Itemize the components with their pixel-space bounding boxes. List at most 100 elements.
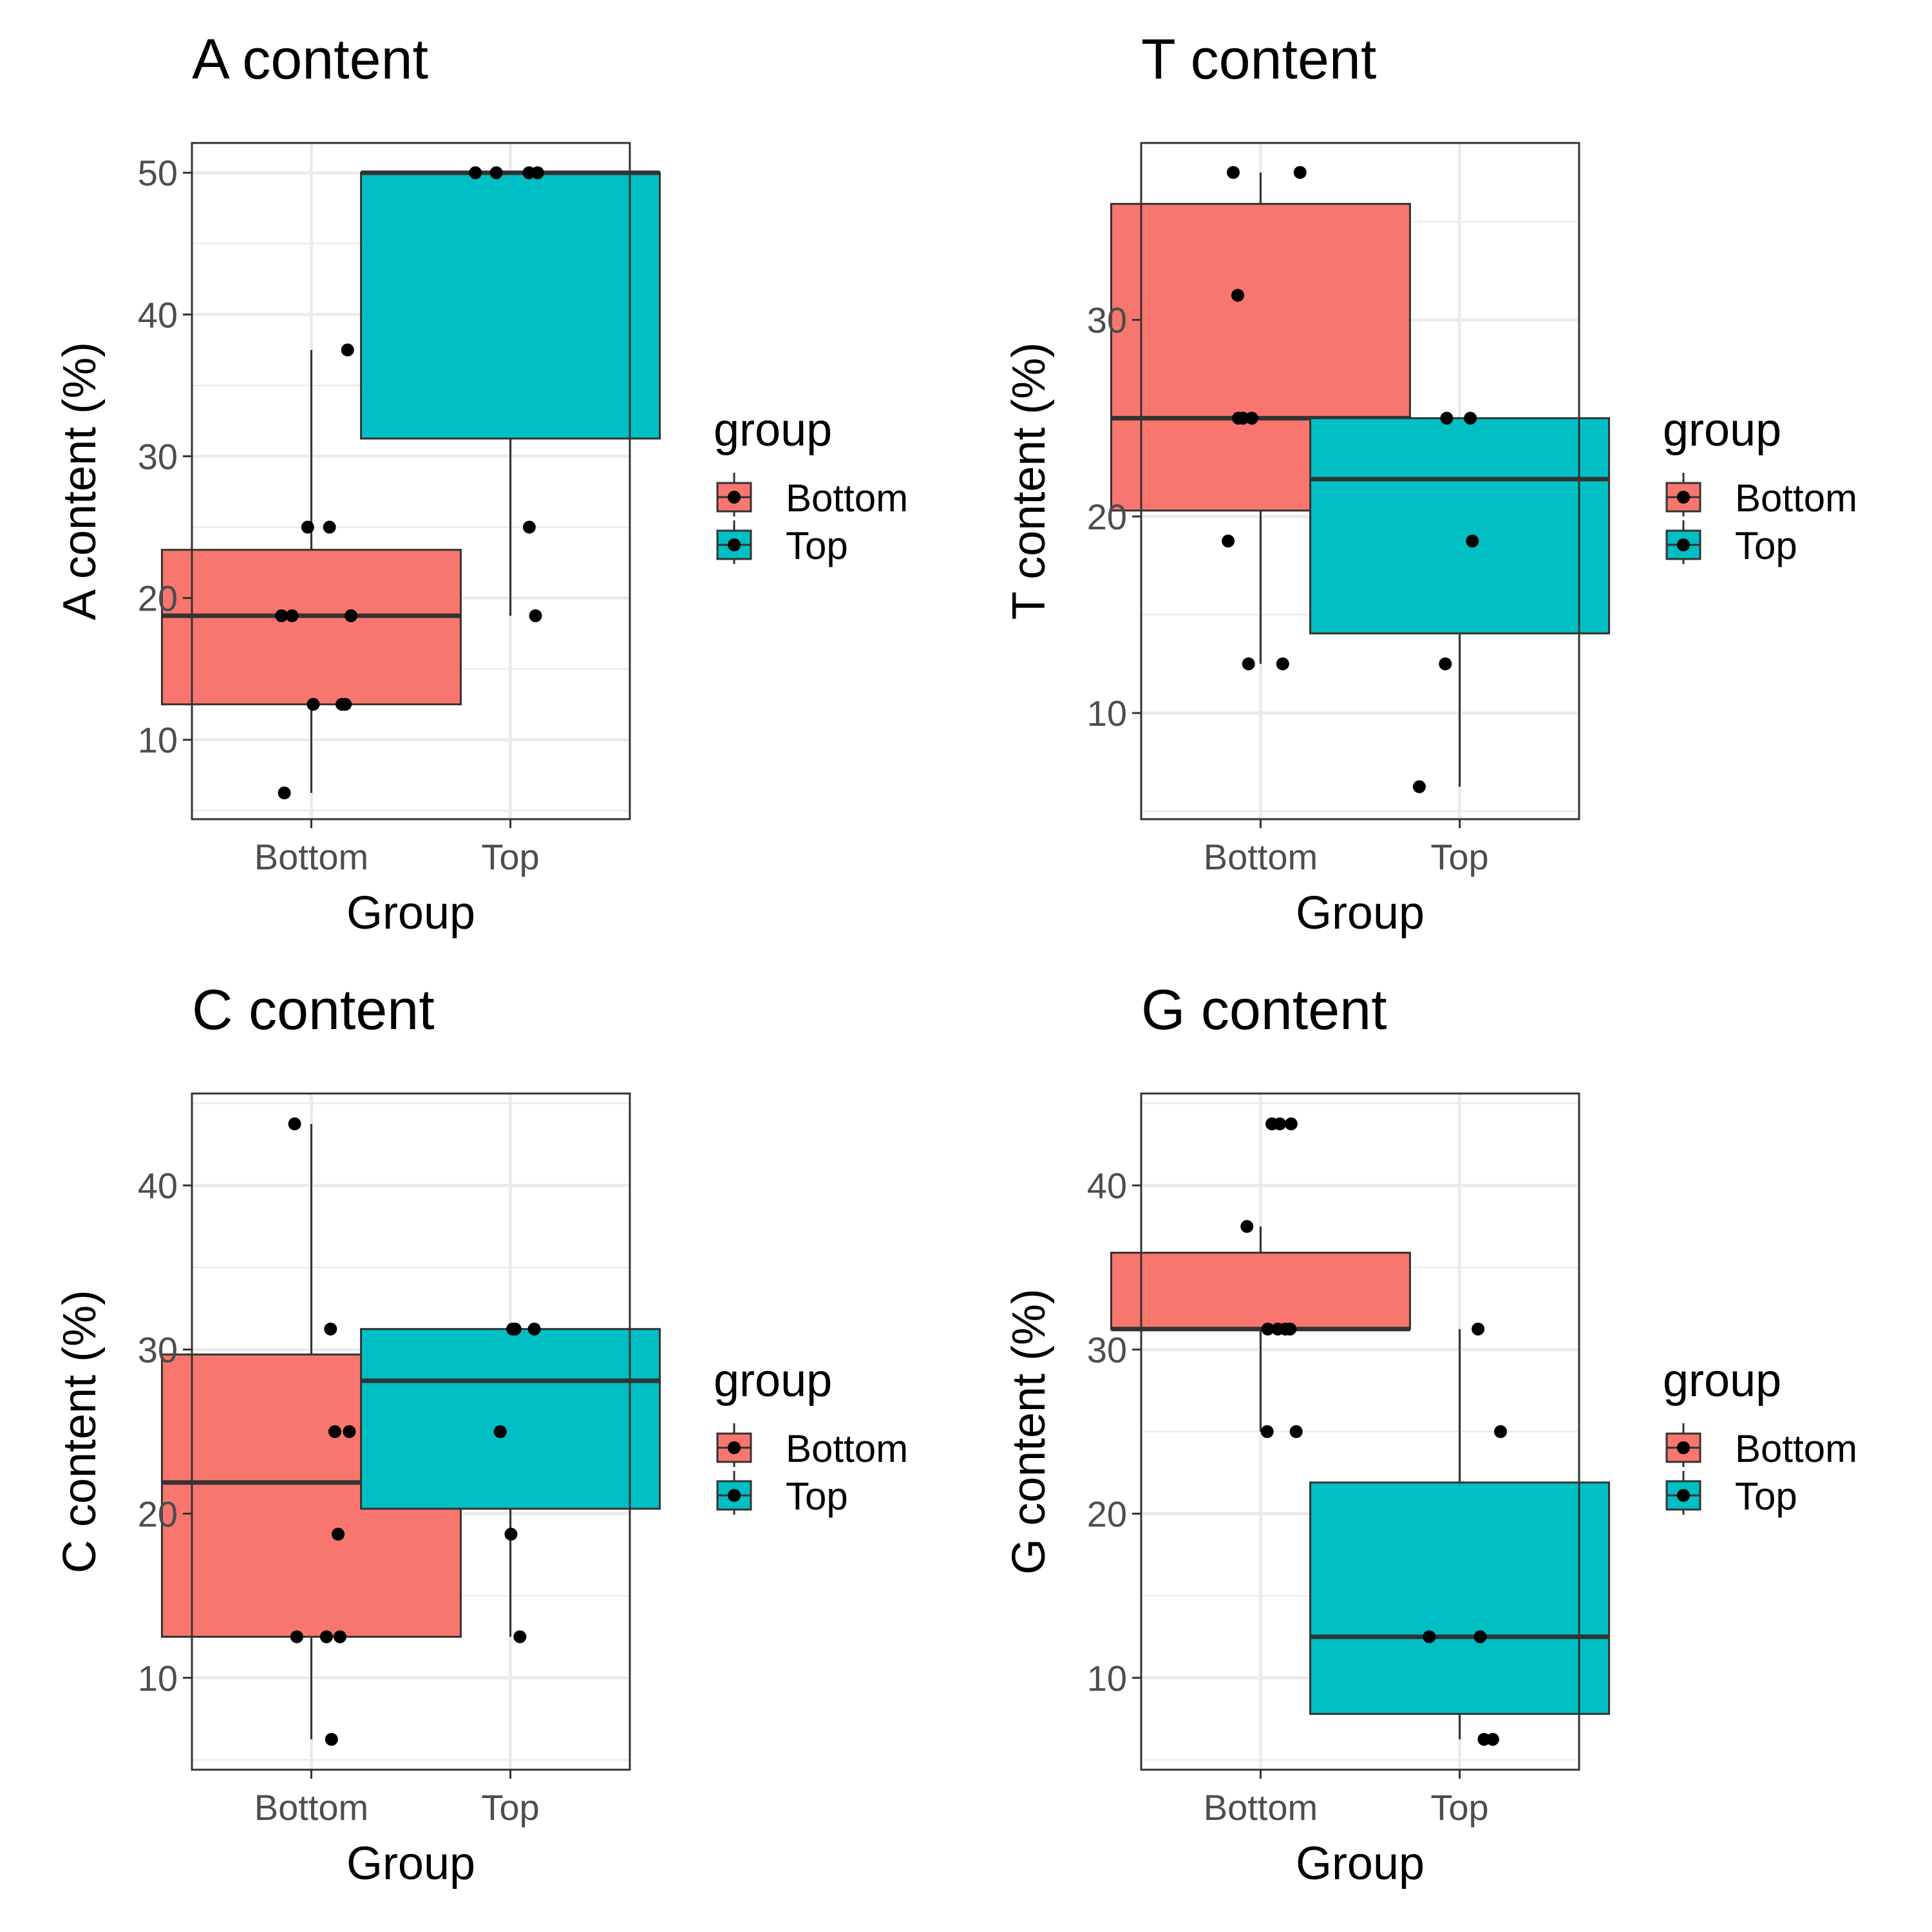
data-point <box>1293 166 1307 179</box>
box-top <box>1309 417 1611 635</box>
x-axis-title: Group <box>346 887 475 939</box>
legend-title: group <box>714 404 832 456</box>
y-axis-title: T content (%) <box>1003 343 1055 620</box>
data-point <box>1284 1117 1298 1131</box>
y-tick-label: 40 <box>1087 1166 1127 1206</box>
data-point <box>328 1425 341 1438</box>
data-point <box>1466 535 1479 548</box>
data-point <box>1477 1732 1491 1746</box>
y-tick-label: 50 <box>138 153 178 193</box>
legend-key-point <box>728 1489 741 1502</box>
data-point <box>1260 1425 1274 1438</box>
panel-border <box>191 1092 631 1771</box>
data-point <box>513 1630 527 1643</box>
data-point <box>333 1630 346 1643</box>
data-point <box>1289 1425 1303 1438</box>
x-tick-label: Top <box>481 837 539 877</box>
panel-border <box>1140 1092 1580 1771</box>
data-point <box>522 520 536 534</box>
data-point <box>1222 535 1235 548</box>
legend-key-point <box>728 491 741 504</box>
legend-title: group <box>714 1355 832 1406</box>
y-tick-label: 20 <box>138 578 178 619</box>
data-point <box>325 1732 338 1746</box>
panel-border <box>1140 142 1580 820</box>
x-tick-label: Top <box>1430 837 1488 877</box>
data-point <box>319 1630 333 1643</box>
data-point <box>1464 412 1477 425</box>
data-point <box>506 1322 520 1336</box>
panel-border <box>191 142 631 820</box>
y-tick-label: 20 <box>138 1493 178 1534</box>
data-point <box>527 1322 541 1336</box>
panel-title: C content <box>192 978 435 1041</box>
y-tick-label: 20 <box>1087 1493 1127 1534</box>
data-point <box>1227 166 1240 179</box>
data-point <box>341 343 354 357</box>
data-point <box>489 166 503 180</box>
data-point <box>469 166 482 180</box>
data-point <box>323 520 336 534</box>
y-axis-title: G content (%) <box>1003 1289 1055 1575</box>
box-top <box>360 1328 661 1510</box>
data-point <box>290 1630 303 1643</box>
legend-key-point <box>1677 1489 1690 1502</box>
data-point <box>1240 1220 1254 1233</box>
data-point <box>1423 1630 1436 1643</box>
data-point <box>1231 289 1244 302</box>
y-tick-label: 30 <box>1087 1330 1127 1370</box>
data-point <box>504 1528 518 1541</box>
legend-label-top: Top <box>786 1475 848 1518</box>
panel-title: G content <box>1141 978 1387 1041</box>
y-axis-title: A content (%) <box>54 342 106 620</box>
data-point <box>1494 1425 1508 1438</box>
box-top <box>360 171 661 440</box>
box-bottom <box>160 549 462 706</box>
x-tick-label: Bottom <box>1204 1787 1318 1828</box>
y-tick-label: 40 <box>138 1166 178 1206</box>
x-tick-label: Top <box>1430 1787 1488 1828</box>
data-point <box>285 609 299 623</box>
data-point <box>1261 1322 1274 1336</box>
x-tick-label: Bottom <box>254 1787 368 1828</box>
legend-key-point <box>1677 538 1690 551</box>
y-tick-label: 10 <box>1087 1658 1127 1698</box>
legend-label-top: Top <box>786 524 848 567</box>
data-point <box>278 786 291 800</box>
legend-label-top: Top <box>1735 1475 1797 1518</box>
x-tick-label: Bottom <box>254 837 368 877</box>
data-point <box>1283 1322 1297 1336</box>
x-axis-title: Group <box>1296 887 1425 939</box>
legend-key-point <box>728 538 741 551</box>
data-point <box>288 1117 301 1131</box>
legend-label-bottom: Bottom <box>1735 477 1857 520</box>
data-point <box>1412 780 1426 793</box>
panel-title: T content <box>1141 27 1376 91</box>
data-point <box>1231 412 1245 425</box>
data-point <box>275 609 289 623</box>
data-point <box>332 1528 345 1541</box>
legend-title: group <box>1663 404 1781 456</box>
data-point <box>1473 1630 1487 1643</box>
data-point <box>1271 1322 1285 1336</box>
data-point <box>522 166 536 180</box>
legend-label-top: Top <box>1735 524 1797 567</box>
y-tick-label: 30 <box>138 1330 178 1370</box>
legend-key-point <box>1677 491 1690 504</box>
data-point <box>301 520 314 534</box>
y-axis-title: C content (%) <box>54 1290 106 1573</box>
legend-label-bottom: Bottom <box>786 1427 908 1470</box>
y-tick-label: 40 <box>138 294 178 335</box>
x-axis-title: Group <box>346 1838 475 1889</box>
data-point <box>493 1425 507 1438</box>
legend-label-bottom: Bottom <box>1735 1427 1857 1470</box>
data-point <box>1472 1322 1485 1336</box>
y-tick-label: 10 <box>138 1658 178 1698</box>
data-point <box>343 1425 356 1438</box>
x-axis-title: Group <box>1296 1838 1425 1889</box>
